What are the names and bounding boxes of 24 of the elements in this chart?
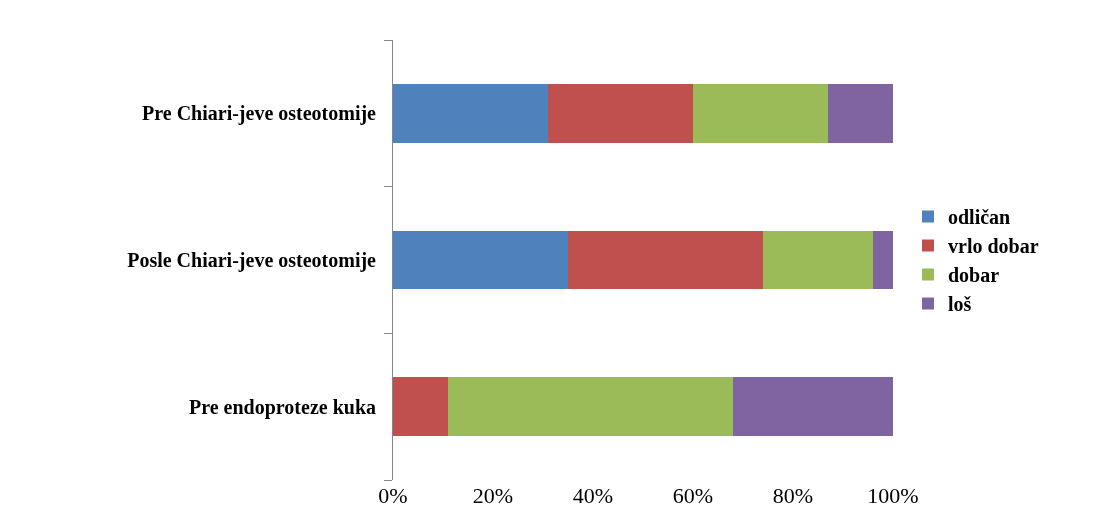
bar: [873, 230, 893, 290]
legend-label: loš: [948, 293, 972, 316]
bar: [393, 377, 448, 436]
bar: [733, 377, 893, 436]
bar: [448, 377, 733, 436]
x-tick-label: 100%: [867, 483, 919, 508]
y-tick-label: Posle Chiari-jeve osteotomije: [127, 249, 377, 272]
legend-label: dobar: [948, 264, 1000, 287]
bar: [548, 84, 693, 143]
x-tick-label: 0%: [378, 483, 408, 508]
legend-label: odličan: [948, 206, 1011, 229]
bar: [393, 84, 548, 143]
x-tick-label: 40%: [572, 483, 614, 508]
y-tick-label: Pre Chiari-jeve osteotomije: [142, 102, 377, 126]
legend-label: vrlo dobar: [948, 235, 1039, 258]
bar: [763, 230, 873, 290]
y-tick-label: Pre endoproteze kuka: [188, 395, 376, 419]
bar: [568, 230, 763, 290]
bar: [693, 84, 828, 143]
bar: [828, 84, 893, 143]
bar: [393, 230, 568, 290]
x-tick-label: 80%: [772, 483, 814, 508]
x-tick-label: 60%: [672, 483, 714, 508]
x-tick-label: 20%: [472, 483, 514, 508]
